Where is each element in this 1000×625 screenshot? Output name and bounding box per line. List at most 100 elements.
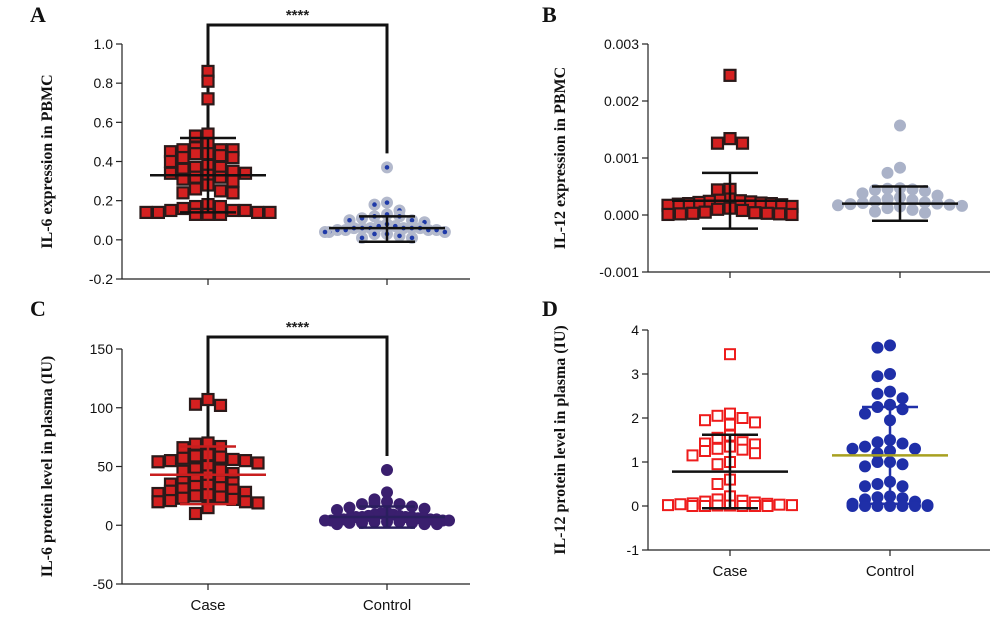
data-point <box>213 184 228 198</box>
series-case <box>662 348 798 512</box>
data-point <box>188 182 203 196</box>
data-point <box>735 203 750 218</box>
panel-letter: B <box>542 2 557 27</box>
significance-label: **** <box>286 7 310 24</box>
data-point <box>711 478 724 490</box>
data-point <box>884 385 896 398</box>
data-point <box>674 498 687 511</box>
data-point <box>896 500 909 512</box>
y-tick-label: 1.0 <box>94 36 114 52</box>
y-tick-label: 0.0 <box>94 232 114 248</box>
data-point <box>724 418 736 431</box>
chart-panel-c: C 150 100 50 0 -50 Case Control IL-6 protein lev… <box>30 296 470 614</box>
data-point <box>319 514 331 527</box>
data-point <box>176 172 190 186</box>
data-point <box>723 132 737 146</box>
data-point <box>884 339 896 352</box>
data-point <box>251 205 265 220</box>
data-point <box>724 348 736 361</box>
data-point <box>686 500 699 512</box>
data-point <box>786 499 798 512</box>
data-point <box>213 170 228 184</box>
data-point <box>909 442 921 455</box>
data-point <box>176 451 190 465</box>
data-point <box>710 202 725 216</box>
y-tick-label: -1 <box>627 542 640 558</box>
series-control <box>319 464 455 531</box>
data-point <box>226 174 240 188</box>
data-point <box>431 518 443 531</box>
panel-letter: C <box>30 296 46 321</box>
data-point <box>226 150 240 165</box>
data-point <box>393 498 406 511</box>
data-point <box>263 205 277 220</box>
chart-panel-b: B 0.003 0.002 0.001 0.000 -0.001 IL-12 express… <box>542 2 990 280</box>
data-point <box>188 489 203 503</box>
data-point <box>226 203 240 218</box>
data-point <box>723 68 737 82</box>
y-axis-label: IL-6 expression in PBMC <box>39 74 56 248</box>
data-point <box>749 447 761 460</box>
data-point <box>686 449 699 462</box>
data-point <box>381 464 393 477</box>
data-point <box>773 498 786 511</box>
series-case <box>661 68 799 230</box>
data-point <box>213 199 227 214</box>
data-point <box>163 154 178 169</box>
data-point <box>163 454 178 468</box>
data-point-core <box>372 202 377 207</box>
data-point <box>213 398 228 412</box>
data-point <box>251 456 265 470</box>
significance-label: **** <box>286 319 310 336</box>
data-point <box>871 341 884 354</box>
y-tick-label: 1 <box>631 454 639 470</box>
data-point <box>736 412 749 424</box>
data-point <box>735 136 750 150</box>
series-control <box>832 339 948 512</box>
data-point-core <box>359 235 365 241</box>
y-tick-label: 0.001 <box>604 150 639 166</box>
data-point-core <box>409 217 415 223</box>
data-point <box>164 203 178 218</box>
chart-panel-a: A 1.0 0.8 0.6 0.4 0.2 0.0 -0.2 IL-6 expression i… <box>30 2 470 287</box>
data-point <box>151 495 165 509</box>
data-point <box>859 407 871 420</box>
y-tick-label: 0.4 <box>94 154 114 170</box>
data-point <box>711 458 724 471</box>
data-point <box>188 170 203 184</box>
data-point <box>909 500 921 512</box>
data-point <box>699 500 711 512</box>
data-point <box>711 499 724 512</box>
data-point <box>151 205 165 220</box>
significance-bracket <box>206 23 389 154</box>
data-point <box>661 207 675 222</box>
series-case <box>139 64 277 221</box>
data-point <box>710 136 725 150</box>
data-point <box>176 201 190 216</box>
data-point <box>906 203 919 216</box>
data-point <box>859 500 871 512</box>
data-point <box>871 370 884 383</box>
data-point <box>748 206 762 220</box>
data-point <box>881 182 894 195</box>
y-tick-label: 150 <box>90 341 114 357</box>
data-point <box>711 442 724 455</box>
data-point <box>238 454 253 468</box>
data-point <box>213 149 228 163</box>
data-point <box>884 368 896 380</box>
y-tick-label: 3 <box>631 366 639 382</box>
y-tick-label: 0.002 <box>604 93 639 109</box>
y-tick-label: 2 <box>631 410 639 426</box>
x-category-label: Case <box>712 563 747 580</box>
y-tick-label: 0 <box>105 517 113 533</box>
y-tick-label: 50 <box>97 459 113 475</box>
data-point-core <box>372 231 377 237</box>
data-point <box>772 207 787 221</box>
data-point <box>749 416 761 429</box>
data-point <box>896 392 909 405</box>
data-point <box>673 207 688 221</box>
data-point <box>188 129 203 143</box>
data-point <box>869 195 882 208</box>
data-point <box>749 500 761 512</box>
